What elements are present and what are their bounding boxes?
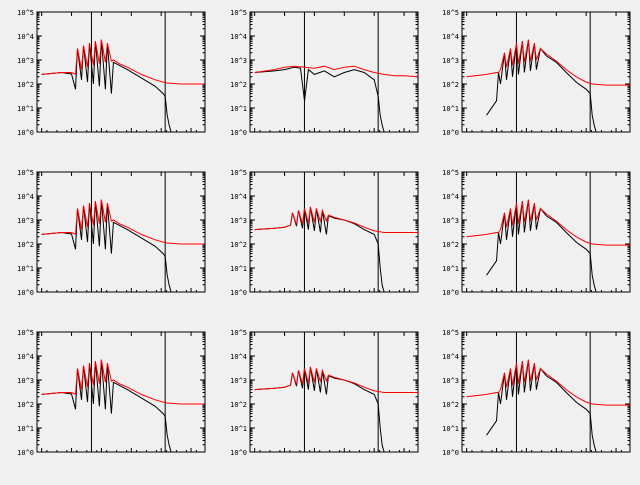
y-tick-label: 10^5 bbox=[442, 329, 459, 337]
y-tick-label: 10^3 bbox=[442, 57, 459, 65]
y-tick-label: 10^1 bbox=[230, 425, 247, 433]
y-tick-label: 10^3 bbox=[17, 217, 34, 225]
y-tick-label: 10^3 bbox=[230, 217, 247, 225]
plot-frame bbox=[461, 331, 631, 453]
events-series-line bbox=[486, 359, 597, 453]
events-series-line bbox=[254, 66, 385, 133]
y-tick-label: 10^5 bbox=[17, 9, 34, 17]
events-series-line bbox=[486, 199, 597, 293]
y-tick-label: 10^2 bbox=[17, 241, 34, 249]
y-tick-label: 10^4 bbox=[442, 33, 459, 41]
panel-det-2: 10^0 10^1 10^2 10^3 10^4 10^5 bbox=[230, 9, 419, 137]
panel-det-6: 10^0 10^1 10^2 10^3 10^4 10^5 bbox=[442, 169, 631, 297]
y-tick-label: 10^0 bbox=[442, 289, 459, 297]
y-tick-label: 10^2 bbox=[17, 401, 34, 409]
y-tick-label: 10^3 bbox=[17, 377, 34, 385]
y-tick-label: 10^0 bbox=[17, 449, 34, 457]
y-tick-label: 10^1 bbox=[442, 425, 459, 433]
y-tick-label: 10^5 bbox=[442, 9, 459, 17]
lld-series-line bbox=[254, 65, 419, 78]
y-tick-label: 10^4 bbox=[230, 193, 247, 201]
y-tick-label: 10^1 bbox=[17, 265, 34, 273]
y-tick-label: 10^3 bbox=[442, 377, 459, 385]
y-tick-label: 10^0 bbox=[442, 449, 459, 457]
y-tick-label: 10^1 bbox=[17, 105, 34, 113]
y-tick-label: 10^0 bbox=[17, 129, 34, 137]
y-tick-label: 10^3 bbox=[230, 377, 247, 385]
y-tick-label: 10^1 bbox=[442, 105, 459, 113]
y-tick-label: 10^1 bbox=[442, 265, 459, 273]
plot-frame bbox=[461, 171, 631, 293]
panel-det-7: 10^0 10^1 10^2 10^3 10^4 10^5 bbox=[17, 329, 206, 457]
y-tick-label: 10^4 bbox=[17, 33, 34, 41]
y-tick-label: 10^2 bbox=[442, 81, 459, 89]
y-tick-label: 10^3 bbox=[230, 57, 247, 65]
plot-frame bbox=[36, 11, 206, 133]
plot-frame bbox=[36, 171, 206, 293]
plot-frame bbox=[461, 11, 631, 133]
y-tick-label: 10^4 bbox=[17, 193, 34, 201]
panel-det-3: 10^0 10^1 10^2 10^3 10^4 10^5 bbox=[442, 9, 631, 137]
lld-series-line bbox=[466, 199, 630, 246]
y-tick-label: 10^5 bbox=[230, 169, 247, 177]
panel-det-1: 10^0 10^1 10^2 10^3 10^4 10^5 bbox=[17, 9, 206, 137]
y-tick-label: 10^5 bbox=[442, 169, 459, 177]
lld-series-line bbox=[466, 359, 630, 406]
lld-series-line bbox=[41, 39, 205, 85]
y-tick-label: 10^0 bbox=[230, 129, 247, 137]
y-tick-label: 10^4 bbox=[230, 353, 247, 361]
y-tick-label: 10^4 bbox=[17, 353, 34, 361]
y-tick-label: 10^2 bbox=[17, 81, 34, 89]
lld-series-line bbox=[41, 199, 205, 245]
plot-frame bbox=[36, 331, 206, 453]
y-tick-label: 10^0 bbox=[230, 289, 247, 297]
y-tick-label: 10^2 bbox=[230, 401, 247, 409]
y-tick-label: 10^4 bbox=[230, 33, 247, 41]
y-tick-label: 10^2 bbox=[442, 241, 459, 249]
lld-series-line bbox=[254, 206, 418, 233]
y-tick-label: 10^5 bbox=[230, 329, 247, 337]
y-tick-label: 10^0 bbox=[230, 449, 247, 457]
y-tick-label: 10^5 bbox=[17, 169, 34, 177]
y-tick-label: 10^4 bbox=[442, 353, 459, 361]
events-series-line bbox=[486, 39, 597, 133]
y-tick-label: 10^5 bbox=[230, 9, 247, 17]
y-tick-label: 10^1 bbox=[230, 105, 247, 113]
y-tick-label: 10^1 bbox=[230, 265, 247, 273]
lld-series-line bbox=[41, 359, 205, 405]
y-tick-label: 10^3 bbox=[17, 57, 34, 65]
y-tick-label: 10^3 bbox=[442, 217, 459, 225]
y-tick-label: 10^2 bbox=[442, 401, 459, 409]
lld-series-line bbox=[466, 39, 630, 86]
lld-series-line bbox=[254, 366, 418, 393]
panel-det-9: 10^0 10^1 10^2 10^3 10^4 10^5 bbox=[442, 329, 631, 457]
y-tick-label: 10^5 bbox=[17, 329, 34, 337]
y-tick-label: 10^0 bbox=[17, 289, 34, 297]
panel-det-4: 10^0 10^1 10^2 10^3 10^4 10^5 bbox=[17, 169, 206, 297]
y-tick-label: 10^2 bbox=[230, 241, 247, 249]
panel-det-8: 10^0 10^1 10^2 10^3 10^4 10^5 bbox=[230, 329, 419, 457]
y-tick-label: 10^0 bbox=[442, 129, 459, 137]
y-tick-label: 10^1 bbox=[17, 425, 34, 433]
y-tick-label: 10^4 bbox=[442, 193, 459, 201]
panel-det-5: 10^0 10^1 10^2 10^3 10^4 10^5 bbox=[230, 169, 419, 297]
y-tick-label: 10^2 bbox=[230, 81, 247, 89]
plot-frame bbox=[249, 11, 419, 133]
